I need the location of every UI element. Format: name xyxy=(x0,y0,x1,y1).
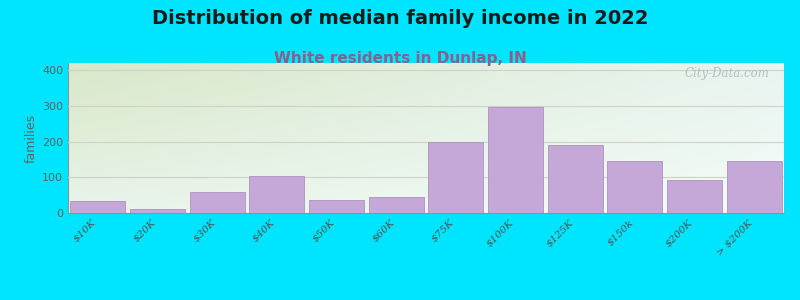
Bar xyxy=(70,200,126,213)
Text: White residents in Dunlap, IN: White residents in Dunlap, IN xyxy=(274,51,526,66)
Bar xyxy=(250,176,304,213)
Y-axis label: families: families xyxy=(25,113,38,163)
Bar xyxy=(190,192,245,213)
Bar xyxy=(548,145,602,213)
Bar xyxy=(369,197,424,213)
Bar xyxy=(428,142,483,213)
Bar xyxy=(607,160,662,213)
Bar xyxy=(488,106,543,213)
Bar xyxy=(726,160,782,213)
Bar xyxy=(667,180,722,213)
Text: City-Data.com: City-Data.com xyxy=(685,68,770,80)
Text: Distribution of median family income in 2022: Distribution of median family income in … xyxy=(152,9,648,28)
Bar xyxy=(130,209,185,213)
Bar xyxy=(309,200,364,213)
